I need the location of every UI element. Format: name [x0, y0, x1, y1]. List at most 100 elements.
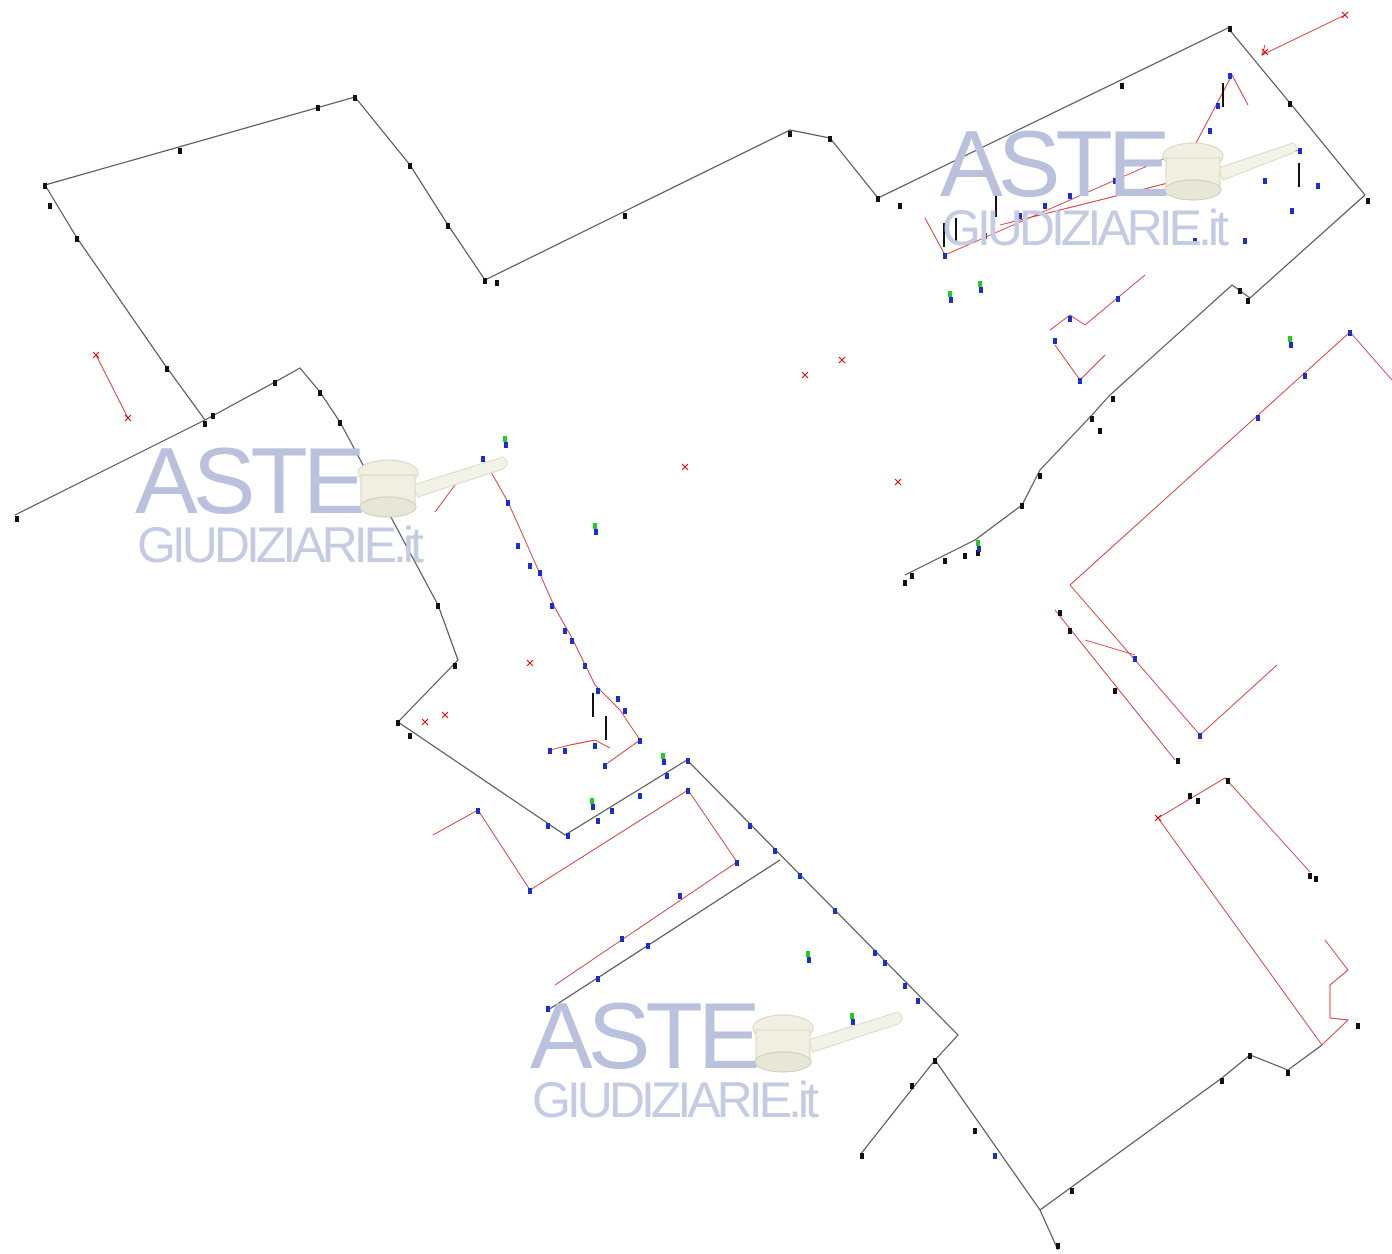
survey-point-icon [662, 759, 666, 765]
vertex-marker-icon [788, 131, 792, 137]
survey-line-north-east-inner [924, 74, 1249, 256]
vertex-marker-icon [408, 163, 412, 169]
x-cross-icon [838, 356, 846, 364]
survey-line-west [95, 354, 129, 419]
vertex-marker-icon [943, 558, 947, 564]
survey-point-icon [528, 888, 532, 894]
survey-point-icon [1078, 378, 1082, 384]
vertex-marker-icon [1098, 428, 1102, 434]
vertex-marker-icon [483, 278, 487, 284]
green-marker-icon [976, 540, 980, 546]
boundary-west-diagonal [44, 184, 206, 421]
survey-point-icon [1068, 316, 1072, 322]
vertex-marker-icon [1228, 26, 1232, 32]
survey-point-icon [1256, 415, 1260, 421]
survey-point-icon [748, 823, 752, 829]
survey-line-south-east-2 [1157, 817, 1350, 1046]
boundary-south [1039, 1044, 1323, 1211]
survey-point-icon [1228, 73, 1232, 79]
green-marker-icon [806, 951, 810, 957]
survey-point-icon [1053, 338, 1057, 344]
vertex-marker-icon [338, 420, 342, 426]
survey-point-icon [596, 818, 600, 824]
survey-point-icon [1316, 183, 1320, 189]
survey-point-icon [563, 628, 567, 634]
survey-point-icon [1303, 373, 1307, 379]
vertex-marker-icon [976, 550, 980, 556]
vertex-marker-icon [353, 95, 357, 101]
vertex-marker-icon [1056, 1243, 1060, 1249]
x-cross-icon [124, 414, 132, 422]
survey-point-icon [1290, 208, 1294, 214]
survey-point-icon [583, 663, 587, 669]
green-marker-icon [948, 291, 952, 297]
vertex-marker-icon [1196, 798, 1200, 804]
survey-line-east-long [1069, 331, 1392, 586]
vertex-marker-icon [1058, 610, 1062, 616]
survey-point-icon [993, 1153, 997, 1159]
survey-point-icon [979, 287, 983, 293]
survey-point-icon [566, 833, 570, 839]
boundary-east-arm [904, 194, 1366, 576]
vertex-marker-icon [1366, 198, 1370, 204]
vertex-marker-icon [973, 1128, 977, 1134]
vertex-marker-icon [903, 580, 907, 586]
vertex-marker-icon [995, 193, 997, 217]
x-cross-icon [1261, 48, 1269, 56]
green-marker-icon [850, 1013, 854, 1019]
survey-point-icon [646, 943, 650, 949]
survey-point-icon [1289, 342, 1293, 348]
survey-point-icon [563, 748, 567, 754]
survey-point-icon [678, 893, 682, 899]
vertex-marker-icon [165, 366, 169, 372]
x-cross-icon [92, 351, 100, 359]
vertex-marker-icon [1222, 83, 1224, 107]
vertex-marker-icon [1288, 101, 1292, 107]
survey-line-east-lower [1069, 584, 1278, 736]
vertex-marker-icon [828, 136, 832, 142]
boundary-north-west [44, 27, 1366, 281]
vertex-marker-icon [592, 693, 594, 717]
vertex-marker-icon [446, 223, 450, 229]
boundary-lines [14, 27, 1366, 1251]
survey-point-icon [686, 758, 690, 764]
vertex-marker-icon [436, 603, 440, 609]
survey-point-icon [550, 603, 554, 609]
survey-point-icon [638, 793, 642, 799]
vertex-marker-icon [1176, 758, 1180, 764]
vertex-marker-icon [898, 203, 902, 209]
survey-point-icon [603, 763, 607, 769]
survey-point-icon [1198, 733, 1202, 739]
survey-point-icon [481, 456, 485, 462]
survey-point-icon [1068, 193, 1072, 199]
survey-point-icon [916, 998, 920, 1004]
survey-point-icon [506, 500, 510, 506]
vertex-marker-icon [605, 716, 607, 740]
survey-line-north-east [1261, 14, 1346, 56]
x-cross-icon [526, 659, 534, 667]
survey-point-icon [1263, 178, 1267, 184]
survey-point-icon [1116, 296, 1120, 302]
boundary-west-arm [14, 367, 959, 1156]
survey-point-icon [735, 860, 739, 866]
survey-point-icon [528, 563, 532, 569]
survey-line-east-lower-3 [1084, 639, 1136, 656]
vertex-marker-icon [1068, 628, 1072, 634]
survey-point-icon [798, 873, 802, 879]
vertex-marker-icon [453, 663, 457, 669]
survey-point-icon [546, 1006, 550, 1012]
survey-point-icon [686, 788, 690, 794]
vertex-marker-icon [396, 720, 400, 726]
vertex-marker-icon [943, 223, 945, 247]
vertex-marker-icon [43, 183, 47, 189]
survey-point-icon [883, 960, 887, 966]
vertex-marker-icon [316, 105, 320, 111]
vertex-marker-icon [1314, 876, 1318, 882]
survey-point-icon [596, 976, 600, 982]
vertex-marker-icon [623, 213, 627, 219]
survey-point-icon [949, 297, 953, 303]
vertex-marker-icon [1226, 778, 1230, 784]
vertex-marker-icon [1120, 83, 1124, 89]
survey-point-icon [620, 936, 624, 942]
